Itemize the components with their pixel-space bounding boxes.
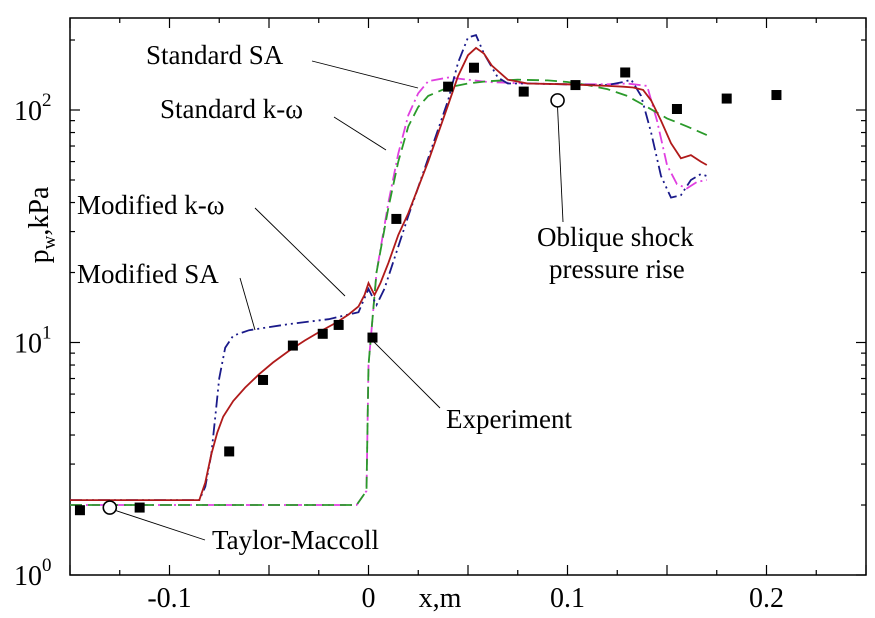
y-tick-label-exp: 0 (42, 555, 52, 576)
y-tick-label: 100 (14, 555, 52, 592)
series-layer (70, 34, 708, 506)
y-axis-label-main: p (24, 249, 55, 263)
series-line-standard-k- (70, 78, 708, 506)
experiment-point (620, 67, 631, 78)
y-tick-label-base: 10 (14, 96, 42, 127)
annotation-leader (371, 339, 441, 409)
annotation-leader (239, 277, 256, 331)
annotation-leader (254, 207, 346, 297)
y-axis-label: pw,kPa (24, 186, 60, 263)
experiment-point (333, 319, 344, 330)
annotation-oblique-line2: pressure rise (549, 254, 685, 284)
annotation-leader (333, 116, 387, 151)
annotation-leader (311, 60, 419, 89)
annotation-standard-kw: Standard k-ω (160, 94, 303, 124)
experiment-point (287, 340, 298, 351)
annotation-modified-sa: Modified SA (77, 259, 219, 289)
y-tick-label-base: 10 (14, 329, 42, 360)
experiment-point (258, 374, 269, 385)
series-line-modified-k- (70, 34, 708, 501)
annotation-leader (115, 510, 206, 541)
experiment-point (518, 86, 529, 97)
annotation-leaders (115, 60, 564, 541)
markers-layer (74, 62, 782, 516)
series-line-standard-sa (70, 76, 707, 506)
y-axis-label-sub: w (39, 235, 60, 249)
experiment-point (771, 90, 782, 101)
annotation-experiment: Experiment (446, 404, 572, 434)
experiment-point (74, 505, 85, 516)
x-tick-label: 0.1 (550, 583, 585, 614)
x-tick-label: -0.1 (147, 583, 191, 614)
y-tick-label: 102 (14, 90, 52, 127)
y-tick-label: 101 (14, 323, 52, 360)
annotation-leader (557, 107, 564, 223)
experiment-point (367, 332, 378, 343)
experiment-point (224, 446, 235, 457)
x-tick-label: 0.2 (749, 583, 784, 614)
experiment-point (443, 81, 454, 92)
experiment-point (134, 502, 145, 513)
annotation-oblique-line1: Oblique shock (537, 222, 694, 252)
experiment-point (391, 213, 402, 224)
theory-point (102, 500, 118, 515)
annotation-taylor-maccoll: Taylor-Maccoll (212, 525, 379, 555)
y-axis-label-unit: ,kPa (24, 186, 55, 236)
experiment-point (570, 80, 581, 91)
annotation-modified-kw: Modified k-ω (77, 190, 225, 220)
series-line-modified-sa (70, 46, 708, 501)
x-axis-label: x,m (419, 583, 462, 614)
experiment-point (468, 62, 479, 73)
theory-point (550, 93, 565, 108)
experiment-point (317, 328, 328, 339)
experiment-point (721, 93, 732, 104)
experiment-point (671, 103, 682, 114)
y-tick-label-exp: 1 (42, 323, 52, 344)
annotation-standard-sa: Standard SA (146, 40, 284, 70)
x-tick-label: 0 (362, 583, 376, 614)
y-tick-label-exp: 2 (42, 90, 52, 111)
y-tick-label-base: 10 (14, 561, 42, 592)
